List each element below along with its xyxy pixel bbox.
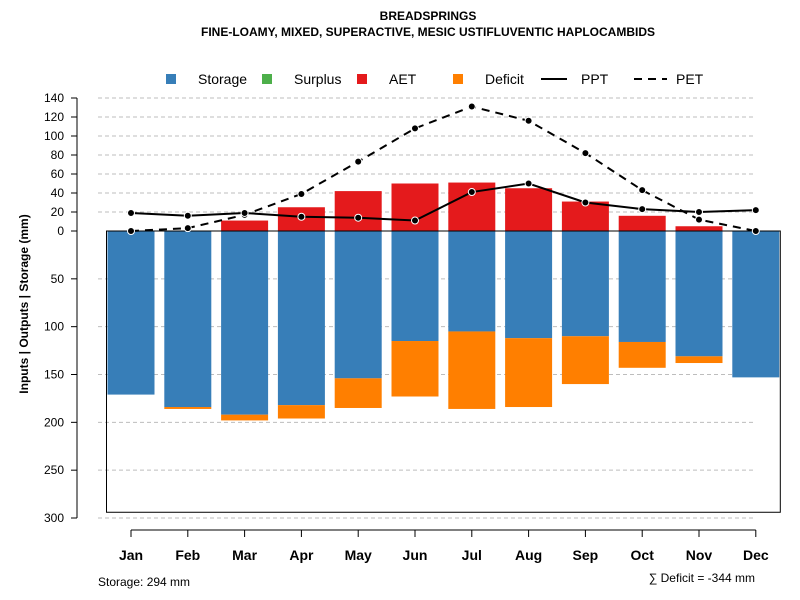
y-tick-label: 60	[51, 167, 65, 181]
ppt-point	[411, 216, 419, 225]
y-tick-label: 20	[51, 205, 65, 219]
y-tick-label: 150	[44, 368, 64, 382]
ppt-point	[297, 212, 306, 221]
legend-pet-label: PET	[676, 71, 704, 87]
x-tick-label: Nov	[686, 547, 713, 563]
aet-bar	[618, 215, 666, 231]
y-tick-label: 140	[44, 91, 64, 105]
pet-point	[467, 102, 476, 111]
chart-title: BREADSPRINGS	[380, 9, 477, 23]
storage-bar	[448, 231, 496, 332]
legend-deficit-swatch	[453, 74, 463, 84]
y-tick-label: 200	[44, 415, 64, 429]
x-tick-label: Jun	[403, 547, 428, 563]
storage-bar	[221, 231, 269, 415]
pet-point	[354, 157, 363, 166]
x-tick-label: Aug	[515, 547, 542, 563]
pet-line	[130, 105, 756, 232]
legend-ppt-label: PPT	[581, 71, 609, 87]
pet-point	[751, 227, 760, 235]
x-tick-label: May	[345, 547, 372, 563]
storage-bar	[561, 231, 609, 337]
aet-bar	[221, 220, 269, 231]
y-axis-title: Inputs | Outputs | Storage (mm)	[17, 214, 31, 393]
aet-bar	[675, 226, 723, 231]
y-tick-label: 100	[44, 129, 64, 143]
y-tick-label: 50	[51, 272, 65, 286]
pet-point	[127, 227, 135, 235]
pet-point	[638, 186, 647, 195]
storage-note: Storage: 294 mm	[98, 575, 190, 589]
x-tick-label: Jul	[462, 547, 482, 563]
x-tick-label: Feb	[175, 547, 200, 563]
aet-bar	[505, 188, 553, 231]
legend-surplus-label: Surplus	[294, 71, 341, 87]
storage-bar	[164, 231, 212, 408]
pet-point	[297, 189, 306, 198]
storage-bar	[391, 231, 439, 342]
legend-deficit-label: Deficit	[485, 71, 524, 87]
ppt-point	[524, 179, 533, 188]
deficit-note: ∑ Deficit = -344 mm	[649, 571, 755, 585]
legend: Storage Surplus AET Deficit PPT PET	[166, 71, 704, 87]
y-tick-label: 80	[51, 148, 65, 162]
legend-surplus-swatch	[262, 74, 272, 84]
legend-aet-label: AET	[389, 71, 417, 87]
storage-bar	[505, 231, 553, 339]
pet-point	[695, 215, 703, 224]
ppt-point	[240, 208, 249, 217]
aet-bar	[334, 191, 382, 231]
legend-storage-label: Storage	[198, 71, 247, 87]
deficit-bar	[391, 341, 439, 397]
deficit-bar	[675, 356, 723, 364]
y-tick-label: 40	[51, 186, 65, 200]
ppt-point	[638, 205, 647, 214]
legend-aet-swatch	[357, 74, 367, 84]
pet-point	[524, 116, 533, 125]
ppt-point	[183, 211, 192, 220]
series-lines	[127, 102, 760, 235]
ppt-point	[751, 206, 760, 215]
pet-point	[411, 124, 419, 133]
x-tick-label: Mar	[232, 547, 257, 563]
x-tick-label: Jan	[119, 547, 143, 563]
ppt-point	[354, 213, 363, 222]
storage-bar	[618, 231, 666, 342]
deficit-bar	[277, 405, 325, 419]
ppt-point	[127, 208, 135, 217]
ppt-point	[581, 198, 590, 207]
pet-point	[581, 149, 590, 158]
ppt-point	[695, 208, 703, 216]
storage-bar	[334, 231, 382, 379]
bars	[107, 182, 780, 421]
x-tick-label: Apr	[289, 547, 314, 563]
deficit-bar	[221, 414, 269, 421]
x-tick-label: Sep	[573, 547, 599, 563]
y-tick-label: 100	[44, 320, 64, 334]
ppt-point	[467, 188, 476, 197]
deficit-bar	[334, 378, 382, 408]
storage-bar	[732, 231, 780, 378]
pet-point	[183, 224, 192, 233]
deficit-bar	[561, 336, 609, 385]
y-tick-label: 250	[44, 463, 64, 477]
y-tick-label: 300	[44, 511, 64, 525]
legend-storage-swatch	[166, 74, 176, 84]
y-tick-label: 120	[44, 110, 64, 124]
deficit-bar	[164, 407, 212, 409]
chart-subtitle: FINE-LOAMY, MIXED, SUPERACTIVE, MESIC US…	[201, 25, 655, 39]
ppt-line	[130, 182, 756, 222]
storage-bar	[675, 231, 723, 357]
x-tick-label: Dec	[743, 547, 769, 563]
deficit-bar	[618, 341, 666, 368]
x-axis: Jan Feb Mar Apr May Jun Jul Aug Sep Oct Nov Dec	[119, 529, 769, 563]
deficit-bar	[448, 331, 496, 409]
y-tick-label: 0	[57, 224, 64, 238]
deficit-bar	[505, 338, 553, 408]
storage-bar	[107, 231, 155, 395]
storage-bar	[277, 231, 325, 406]
x-tick-label: Oct	[631, 547, 655, 563]
